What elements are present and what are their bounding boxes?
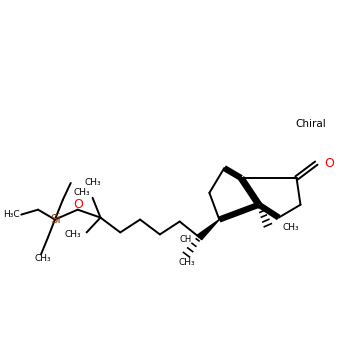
Text: CH: CH xyxy=(179,235,191,244)
Polygon shape xyxy=(197,219,219,240)
Text: CH₃: CH₃ xyxy=(35,254,51,263)
Text: O: O xyxy=(324,156,334,170)
Text: CH₃: CH₃ xyxy=(178,258,195,267)
Text: CH₃: CH₃ xyxy=(64,230,80,239)
Text: Chiral: Chiral xyxy=(295,119,326,128)
Text: Si: Si xyxy=(50,213,61,226)
Text: O: O xyxy=(74,198,84,211)
Text: CH₃: CH₃ xyxy=(74,188,91,197)
Text: CH₃: CH₃ xyxy=(85,178,101,187)
Text: H₃C: H₃C xyxy=(3,210,19,219)
Text: CH₃: CH₃ xyxy=(283,223,299,232)
